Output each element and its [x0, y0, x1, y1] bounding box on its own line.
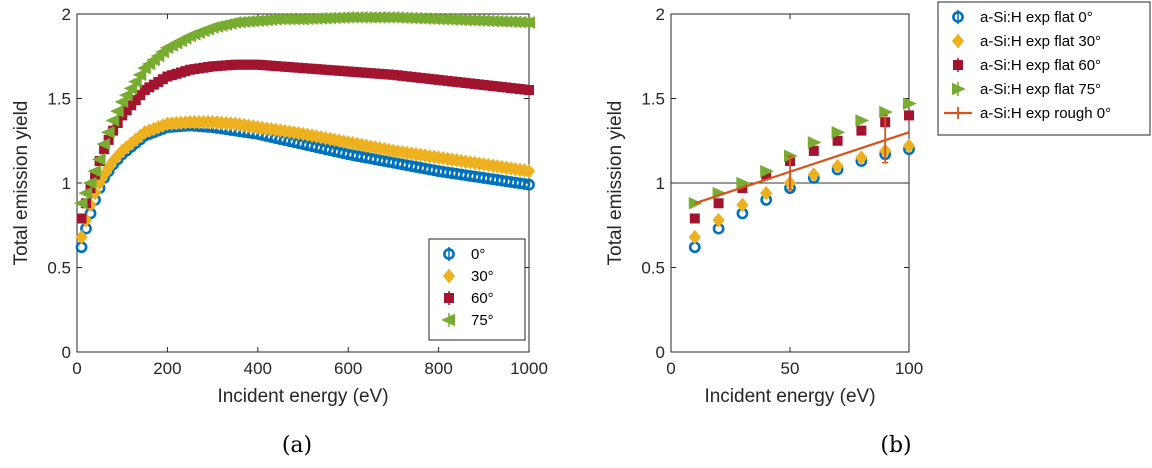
- legend-label: 30°: [471, 268, 494, 285]
- x-tick-label: 0: [666, 359, 675, 378]
- panel-b: 0 50 100 0 0.5 1 1.5 2 Incident energy (eV) Total…: [605, 1, 1151, 458]
- panel-label: (b): [880, 433, 911, 458]
- data-point: [521, 16, 535, 29]
- legend-label: a-Si:H exp flat 75°: [980, 81, 1101, 98]
- panel-a: 0 200 400 600 800 1000 0 0.5 1 1.5 2 Incident energ…: [11, 5, 548, 458]
- y-tick-label: 0: [656, 343, 665, 362]
- data-point: [73, 197, 88, 210]
- y-tick-label: 1.5: [641, 90, 665, 109]
- y-axis-title: Total emission yield: [605, 101, 626, 266]
- legend-label: a-Si:H exp rough 0°: [980, 105, 1111, 122]
- legend-swatch: [442, 268, 456, 284]
- legend-swatch: [441, 313, 455, 327]
- series-4: [694, 114, 910, 205]
- legend-swatch: [443, 248, 455, 260]
- data-point: [831, 126, 846, 139]
- legend-label: a-Si:H exp flat 60°: [980, 57, 1101, 74]
- data-point: [760, 164, 774, 178]
- data-point: [688, 229, 701, 245]
- data-point: [123, 82, 138, 95]
- data-point: [736, 197, 749, 213]
- data-point: [903, 97, 917, 110]
- legend-label: 0°: [471, 246, 485, 263]
- data-point: [831, 158, 844, 174]
- data-point: [91, 153, 106, 166]
- series-3: [73, 11, 535, 210]
- legend-label: 60°: [471, 290, 494, 307]
- y-tick-label: 0: [62, 343, 71, 362]
- data-point: [832, 135, 843, 146]
- data-point: [522, 163, 536, 179]
- data-point: [96, 137, 111, 151]
- y-tick-label: 2: [656, 5, 665, 24]
- legend-label: 75°: [471, 312, 494, 329]
- data-point: [855, 114, 870, 127]
- data-point: [132, 68, 147, 82]
- series-1: [75, 114, 536, 245]
- data-point: [713, 198, 724, 209]
- data-point: [75, 229, 88, 245]
- x-tick-label: 200: [153, 359, 181, 378]
- data-point: [855, 150, 868, 165]
- x-tick-label: 50: [781, 359, 800, 378]
- data-point: [78, 186, 93, 200]
- legend-label: a-Si:H exp flat 30°: [980, 33, 1101, 50]
- data-point: [76, 213, 87, 224]
- legend-swatch: [952, 11, 964, 23]
- legend: 0° 30° 60° 75°: [428, 238, 526, 341]
- y-tick-label: 0.5: [47, 259, 71, 278]
- x-tick-label: 800: [424, 359, 452, 378]
- data-point: [902, 138, 916, 154]
- legend-swatch: [953, 60, 963, 70]
- data-point: [109, 104, 124, 118]
- x-tick-label: 400: [244, 359, 272, 378]
- data-point: [689, 213, 700, 224]
- legend-label: a-Si:H exp flat 0°: [980, 9, 1093, 26]
- panel-label: (a): [282, 433, 312, 458]
- x-tick-label: 0: [72, 359, 81, 378]
- data-point: [128, 75, 142, 88]
- data-point: [82, 176, 97, 190]
- data-point: [100, 126, 115, 139]
- data-point: [105, 114, 120, 127]
- legend-swatch: [951, 33, 965, 49]
- x-axis-title: Incident energy (eV): [704, 386, 875, 407]
- data-point: [856, 125, 867, 136]
- data-point: [523, 178, 535, 191]
- y-tick-label: 1.5: [47, 90, 71, 109]
- data-point: [119, 88, 133, 102]
- y-tick-label: 2: [62, 5, 71, 24]
- data-point: [760, 185, 773, 201]
- legend-box: [937, 1, 1151, 136]
- data-point: [904, 110, 914, 121]
- data-point: [712, 212, 725, 228]
- y-tick-label: 0.5: [641, 259, 665, 278]
- x-axis-title: Incident energy (eV): [217, 386, 388, 407]
- series-line: [694, 131, 910, 205]
- legend-swatch: [952, 82, 966, 96]
- y-tick-label: 1: [656, 174, 665, 193]
- data-point: [518, 178, 531, 190]
- y-tick-label: 1: [62, 174, 71, 193]
- x-tick-label: 100: [895, 359, 923, 378]
- data-point: [807, 167, 820, 182]
- x-tick-label: 600: [334, 359, 362, 378]
- data-point: [87, 164, 102, 178]
- series-1: [688, 138, 916, 245]
- data-point: [808, 145, 819, 156]
- data-point: [736, 176, 751, 190]
- y-axis-title: Total emission yield: [11, 101, 32, 266]
- legend: a-Si:H exp flat 0° a-Si:H exp flat 30° a-S…: [937, 1, 1151, 136]
- data-point: [114, 95, 129, 109]
- legend-swatch: [444, 293, 454, 303]
- x-tick-label: 1000: [510, 359, 548, 378]
- data-point: [807, 136, 822, 149]
- data-point: [524, 85, 534, 96]
